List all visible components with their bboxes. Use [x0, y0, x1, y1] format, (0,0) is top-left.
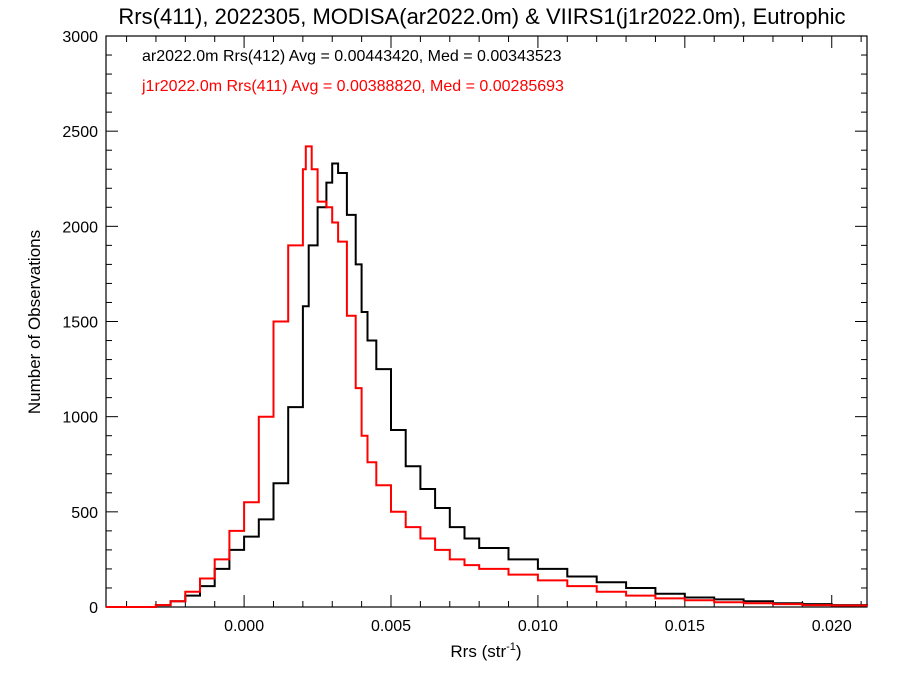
y-tick-label: 1000: [62, 410, 98, 427]
y-tick-label: 1500: [62, 315, 98, 332]
y-tick-label: 2500: [62, 124, 98, 141]
legend-entry-viirs: j1r2022.0m Rrs(411) Avg = 0.00388820, Me…: [141, 78, 564, 95]
x-tick-label: 0.005: [371, 618, 411, 635]
series-line-viirs: [106, 145, 868, 608]
x-tick-label: 0.015: [665, 618, 705, 635]
y-tick-label: 0: [89, 600, 98, 617]
x-tick-label: 0.010: [518, 618, 558, 635]
x-axis-label-main: Rrs (str: [450, 642, 506, 661]
x-tick-label: 0.000: [224, 618, 264, 635]
series-line-modis: [106, 162, 868, 608]
plot-area: 0.000 0.005 0.010 0.015 0.020 0 500 1000 1500 200…: [62, 29, 868, 635]
y-tick-label: 3000: [62, 29, 98, 46]
y-tick-label: 500: [71, 505, 98, 522]
legend-entry-modis: ar2022.0m Rrs(412) Avg = 0.00443420, Med…: [142, 48, 562, 65]
x-axis-label-close: ): [516, 642, 522, 661]
x-axis-label-superscript: -1: [506, 641, 516, 653]
x-axis-label: Rrs (str-1): [450, 641, 521, 661]
chart-title: Rrs(411), 2022305, MODISA(ar2022.0m) & V…: [118, 4, 845, 29]
y-axis-label: Number of Observations: [25, 230, 44, 414]
x-tick-label: 0.020: [812, 618, 852, 635]
y-tick-label: 2000: [62, 219, 98, 236]
